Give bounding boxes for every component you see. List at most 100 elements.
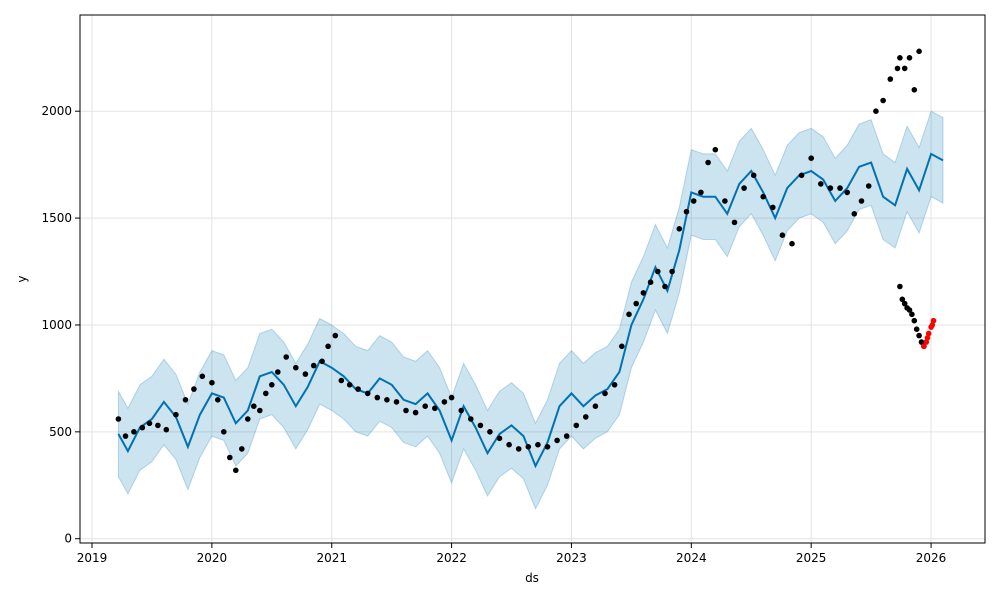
uncertainty-band — [117, 110, 944, 511]
x-tick-label: 2020 — [197, 551, 228, 565]
observed-point — [873, 108, 879, 114]
observed-points — [115, 48, 927, 474]
observed-point — [655, 268, 661, 275]
observed-point — [741, 185, 747, 191]
observed-point — [233, 467, 239, 474]
observed-point — [338, 377, 345, 384]
observed-point — [275, 369, 281, 375]
observed-point — [115, 416, 122, 422]
observed-point — [779, 232, 786, 238]
recent-red-point — [924, 335, 931, 341]
observed-point — [899, 296, 906, 303]
x-tick-label: 2021 — [316, 551, 347, 565]
x-tick-label: 2023 — [556, 551, 587, 565]
x-tick-label: 2022 — [436, 551, 467, 565]
observed-point — [412, 409, 419, 416]
observed-point — [690, 198, 697, 204]
observed-point — [506, 441, 512, 448]
observed-point — [906, 307, 913, 313]
observed-point — [182, 397, 189, 403]
observed-point — [554, 437, 560, 444]
observed-point — [199, 373, 206, 380]
observed-point — [894, 65, 901, 72]
observed-point — [798, 172, 805, 179]
y-tick-label: 0 — [64, 532, 72, 546]
observed-point — [448, 394, 455, 401]
observed-point — [257, 407, 263, 414]
observed-point — [163, 426, 170, 433]
observed-point — [858, 198, 865, 204]
observed-point — [155, 422, 161, 429]
observed-point — [191, 386, 197, 392]
observed-point — [131, 429, 137, 435]
observed-point — [901, 65, 908, 72]
observed-point — [906, 55, 913, 61]
observed-point — [611, 382, 618, 388]
observed-point — [911, 317, 918, 324]
observed-point — [844, 189, 850, 196]
observed-point — [221, 429, 227, 435]
observed-point — [458, 407, 465, 414]
observed-point — [487, 429, 493, 435]
observed-point — [477, 422, 484, 429]
observed-point — [911, 87, 918, 93]
x-ticks: 2019 2020 2021 2022 2023 2024 2025 2026 — [77, 543, 946, 565]
observed-point — [227, 454, 233, 461]
observed-point — [544, 444, 551, 450]
observed-point — [535, 441, 541, 448]
grid — [80, 15, 985, 543]
observed-point — [818, 181, 824, 187]
x-tick-label: 2024 — [676, 551, 707, 565]
observed-point — [676, 226, 683, 232]
observed-point — [789, 240, 795, 247]
recent-red-point — [930, 317, 937, 324]
y-tick-label: 1000 — [41, 318, 72, 332]
y-ticks: 0 500 1000 1500 2000 — [41, 104, 80, 546]
observed-point — [887, 76, 894, 82]
observed-point — [393, 399, 400, 405]
observed-point — [122, 433, 129, 439]
observed-point — [712, 146, 719, 153]
observed-point — [916, 48, 922, 55]
observed-point — [310, 362, 317, 369]
observed-point — [355, 386, 361, 392]
observed-point — [515, 446, 522, 452]
observed-point — [332, 332, 339, 339]
observed-point — [563, 433, 570, 439]
observed-point — [496, 435, 503, 442]
observed-point — [602, 390, 608, 397]
observed-point — [573, 422, 580, 429]
observed-point — [432, 405, 438, 412]
observed-point — [901, 300, 908, 307]
observed-point — [384, 397, 390, 403]
observed-point — [647, 279, 654, 286]
observed-point — [325, 343, 331, 350]
recent-red-point — [929, 322, 936, 328]
observed-point — [731, 219, 738, 226]
observed-point — [865, 183, 872, 189]
observed-point — [705, 159, 711, 166]
observed-point — [619, 343, 625, 350]
plot-frame — [79, 14, 986, 544]
recent-red-point — [925, 330, 932, 337]
observed-point — [897, 283, 903, 290]
observed-point — [916, 332, 922, 339]
observed-point — [346, 382, 353, 388]
observed-point — [269, 382, 275, 388]
observed-point — [441, 399, 448, 405]
recent-red-point — [921, 343, 927, 350]
observed-point — [669, 268, 675, 275]
observed-point — [245, 416, 251, 422]
observed-point — [251, 403, 257, 410]
observed-point — [263, 390, 269, 397]
observed-point — [293, 364, 299, 371]
observed-point — [146, 420, 153, 427]
y-tick-label: 1500 — [41, 211, 72, 225]
observed-point — [698, 189, 704, 196]
recent-red-point — [923, 339, 930, 345]
observed-point — [319, 358, 325, 365]
observed-point — [897, 55, 903, 61]
y-tick-label: 500 — [49, 425, 72, 439]
